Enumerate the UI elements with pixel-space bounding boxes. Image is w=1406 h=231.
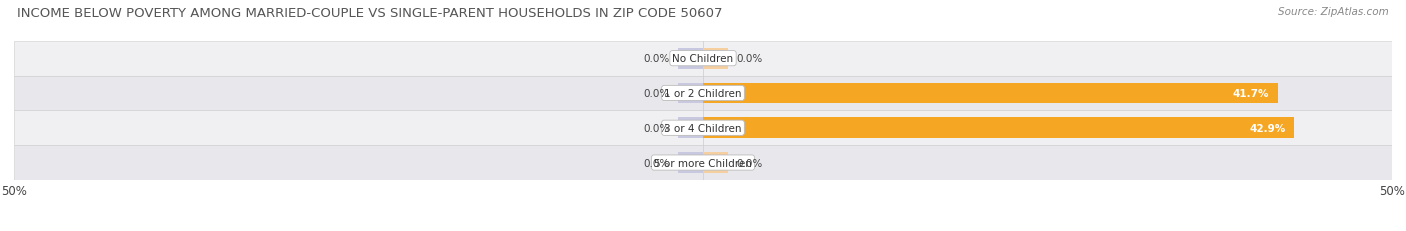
Bar [703,152,728,173]
Text: 5 or more Children: 5 or more Children [654,158,752,168]
Bar [678,83,703,104]
Text: 0.0%: 0.0% [644,123,669,133]
Text: 41.7%: 41.7% [1233,88,1270,99]
Bar [14,111,1392,146]
Text: 0.0%: 0.0% [737,158,762,168]
Text: 0.0%: 0.0% [737,54,762,64]
Bar [14,146,1392,180]
Text: Source: ZipAtlas.com: Source: ZipAtlas.com [1278,7,1389,17]
Bar [703,49,728,69]
Bar [703,83,1278,104]
Text: 1 or 2 Children: 1 or 2 Children [664,88,742,99]
Bar [14,42,1392,76]
Text: 0.0%: 0.0% [644,158,669,168]
Bar [678,49,703,69]
Text: 0.0%: 0.0% [644,88,669,99]
Text: INCOME BELOW POVERTY AMONG MARRIED-COUPLE VS SINGLE-PARENT HOUSEHOLDS IN ZIP COD: INCOME BELOW POVERTY AMONG MARRIED-COUPL… [17,7,723,20]
Text: 3 or 4 Children: 3 or 4 Children [664,123,742,133]
Bar [703,118,1294,139]
Bar [678,152,703,173]
Bar [678,118,703,139]
Text: 0.0%: 0.0% [644,54,669,64]
Text: 42.9%: 42.9% [1250,123,1286,133]
Text: No Children: No Children [672,54,734,64]
Bar [14,76,1392,111]
